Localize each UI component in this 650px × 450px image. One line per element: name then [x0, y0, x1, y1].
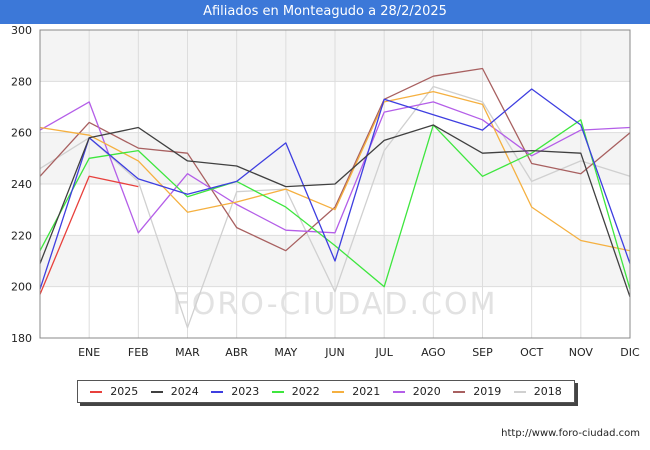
y-tick-label: 180 [11, 332, 32, 345]
series-line-2025 [39, 175, 139, 295]
x-tick-label: JUN [324, 346, 345, 359]
legend-swatch [453, 390, 466, 393]
y-tick-label: 280 [11, 75, 32, 88]
legend-label: 2018 [533, 385, 562, 398]
legend-item-2024: 2024 [150, 385, 199, 398]
legend-swatch [90, 390, 103, 393]
legend-label: 2020 [412, 385, 441, 398]
line-chart: FORO-CIUDAD.COM 180 200 220 240 260 280 300 ENE F… [11, 24, 640, 359]
x-tick-label: DIC [620, 346, 640, 359]
series-line-2018 [39, 85, 631, 329]
x-tick-label: OCT [520, 346, 543, 359]
series-line-2021 [39, 90, 631, 252]
watermark-text: FORO-CIUDAD.COM [173, 287, 498, 322]
y-tick-label: 240 [11, 178, 32, 191]
series-line-2022 [39, 119, 631, 290]
y-tick-label: 260 [11, 127, 32, 140]
legend-item-2019: 2019 [453, 385, 501, 398]
x-tick-label: JUL [374, 346, 393, 359]
series-line-2024 [39, 124, 631, 298]
plot-border [39, 29, 631, 339]
legend-label: 2023 [231, 385, 260, 398]
y-tick-label: 220 [11, 229, 32, 242]
x-tick-label: ABR [225, 346, 248, 359]
x-tick-label: AGO [421, 346, 446, 359]
x-tick-label: ENE [78, 346, 100, 359]
x-tick-label: SEP [472, 346, 493, 359]
legend-item-2022: 2022 [271, 385, 320, 398]
x-tick-label: NOV [569, 346, 594, 359]
legend-item-2018: 2018 [513, 385, 562, 398]
legend-swatch [332, 390, 345, 393]
x-tick-label: MAY [274, 346, 297, 359]
legend-label: 2024 [170, 385, 199, 398]
x-tick-label: MAR [175, 346, 200, 359]
legend-item-2023: 2023 [211, 385, 259, 398]
legend-label: 2025 [110, 385, 139, 398]
series-line-2020 [39, 101, 631, 234]
legend-item-2025: 2025 [90, 385, 138, 398]
legend-swatch [513, 390, 526, 393]
legend-label: 2021 [352, 385, 381, 398]
y-tick-label: 200 [11, 281, 32, 294]
legend-item-2021: 2021 [332, 385, 380, 398]
legend-label: 2019 [473, 385, 502, 398]
y-tick-label: 300 [11, 24, 32, 37]
series-line-2019 [39, 67, 631, 252]
chart-legend: 2025 2024 2023 2022 2021 2020 2019 2018 [77, 380, 575, 403]
chart-title: Afiliados en Monteagudo a 28/2/2025 [0, 0, 650, 24]
legend-swatch [392, 390, 405, 393]
series-line-2023 [39, 88, 631, 290]
source-url: http://www.foro-ciudad.com [501, 428, 640, 439]
legend-swatch [150, 390, 163, 393]
legend-item-2020: 2020 [392, 385, 441, 398]
legend-swatch [211, 390, 224, 393]
legend-swatch [271, 390, 284, 393]
x-tick-label: FEB [128, 346, 149, 359]
legend-label: 2022 [291, 385, 320, 398]
